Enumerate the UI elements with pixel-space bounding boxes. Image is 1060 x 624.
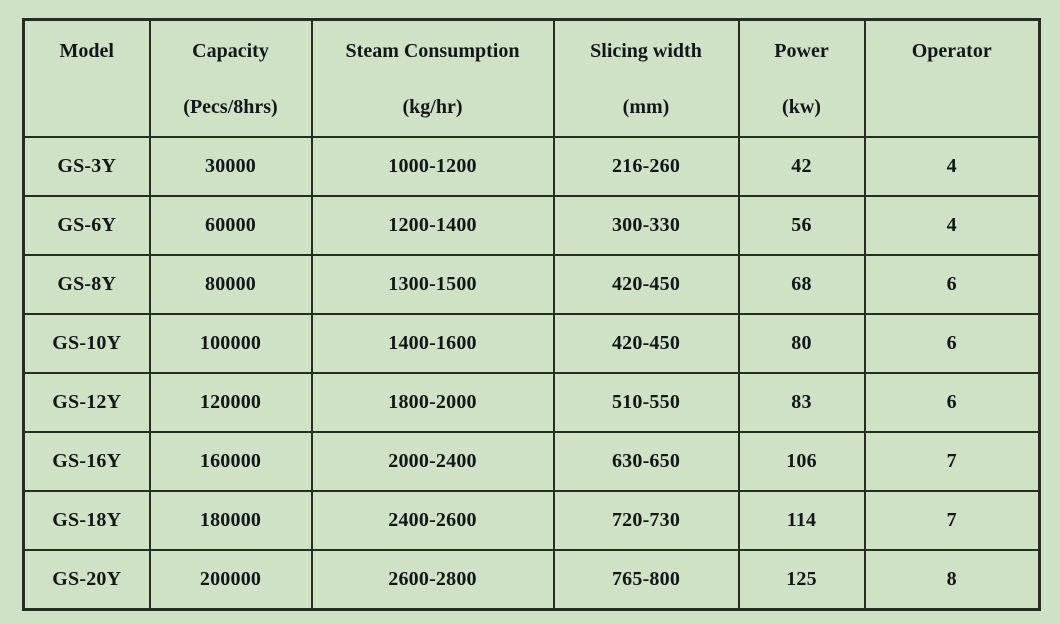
table-cell-steam: 2400-2600 <box>310 490 555 551</box>
header-label: Steam Consumption <box>345 39 520 62</box>
table-cell-power: 56 <box>737 195 866 256</box>
column-header-operator: Operator <box>863 18 1041 138</box>
table-cell-steam: 2600-2800 <box>310 549 555 611</box>
header-label: Slicing width <box>590 39 702 62</box>
header-row: Model Capacity (Pecs/8hrs) Steam Consump… <box>22 18 1041 138</box>
header-label: Model <box>59 39 114 62</box>
table-cell-power: 80 <box>737 313 866 374</box>
table-cell-operator: 4 <box>863 195 1041 256</box>
table-row: GS-16Y 160000 2000-2400 630-650 106 7 <box>22 431 1041 492</box>
table-cell-operator: 4 <box>863 136 1041 197</box>
table-row: GS-6Y 60000 1200-1400 300-330 56 4 <box>22 195 1041 256</box>
table-cell-model: GS-16Y <box>22 431 151 492</box>
table-cell-power: 114 <box>737 490 866 551</box>
table-cell-steam: 2000-2400 <box>310 431 555 492</box>
table-cell-capacity: 180000 <box>148 490 313 551</box>
table-cell-slicing: 765-800 <box>552 549 740 611</box>
table-row: GS-20Y 200000 2600-2800 765-800 125 8 <box>22 549 1041 611</box>
table-cell-steam: 1300-1500 <box>310 254 555 315</box>
table-cell-model: GS-3Y <box>22 136 151 197</box>
table-cell-operator: 6 <box>863 313 1041 374</box>
table-cell-steam: 1200-1400 <box>310 195 555 256</box>
table-cell-operator: 7 <box>863 490 1041 551</box>
table-cell-slicing: 510-550 <box>552 372 740 433</box>
header-label: Operator <box>911 39 992 62</box>
table-cell-slicing: 630-650 <box>552 431 740 492</box>
header-unit <box>866 80 1039 135</box>
table-row: GS-18Y 180000 2400-2600 720-730 114 7 <box>22 490 1041 551</box>
table-cell-operator: 6 <box>863 254 1041 315</box>
table-cell-steam: 1400-1600 <box>310 313 555 374</box>
table-cell-operator: 8 <box>863 549 1041 611</box>
table-cell-capacity: 30000 <box>148 136 313 197</box>
table-cell-model: GS-18Y <box>22 490 151 551</box>
table-cell-operator: 7 <box>863 431 1041 492</box>
table-cell-capacity: 120000 <box>148 372 313 433</box>
header-unit: (kg/hr) <box>402 96 463 118</box>
table-cell-operator: 6 <box>863 372 1041 433</box>
table-cell-power: 106 <box>737 431 866 492</box>
table-cell-model: GS-6Y <box>22 195 151 256</box>
table-cell-power: 42 <box>737 136 866 197</box>
table-cell-model: GS-8Y <box>22 254 151 315</box>
table-row: GS-10Y 100000 1400-1600 420-450 80 6 <box>22 313 1041 374</box>
header-unit: (Pecs/8hrs) <box>183 96 278 118</box>
table-cell-model: GS-10Y <box>22 313 151 374</box>
table-cell-capacity: 100000 <box>148 313 313 374</box>
header-label: Capacity <box>192 39 269 62</box>
header-unit <box>25 80 149 135</box>
table-cell-slicing: 216-260 <box>552 136 740 197</box>
table-cell-power: 83 <box>737 372 866 433</box>
column-header-capacity: Capacity (Pecs/8hrs) <box>148 18 313 138</box>
table-cell-slicing: 420-450 <box>552 254 740 315</box>
table-cell-slicing: 720-730 <box>552 490 740 551</box>
table-row: GS-3Y 30000 1000-1200 216-260 42 4 <box>22 136 1041 197</box>
table-cell-slicing: 420-450 <box>552 313 740 374</box>
table-cell-model: GS-20Y <box>22 549 151 611</box>
table-cell-capacity: 80000 <box>148 254 313 315</box>
table-cell-power: 125 <box>737 549 866 611</box>
header-unit: (mm) <box>622 96 670 118</box>
column-header-power: Power (kw) <box>737 18 866 138</box>
table-cell-steam: 1800-2000 <box>310 372 555 433</box>
machine-spec-table: Model Capacity (Pecs/8hrs) Steam Consump… <box>22 18 1041 611</box>
header-unit: (kw) <box>782 96 821 118</box>
table-cell-slicing: 300-330 <box>552 195 740 256</box>
table-row: GS-12Y 120000 1800-2000 510-550 83 6 <box>22 372 1041 433</box>
header-label: Power <box>774 39 829 62</box>
column-header-slicing-width: Slicing width (mm) <box>552 18 740 138</box>
table-cell-power: 68 <box>737 254 866 315</box>
table-cell-steam: 1000-1200 <box>310 136 555 197</box>
table-cell-model: GS-12Y <box>22 372 151 433</box>
table-cell-capacity: 60000 <box>148 195 313 256</box>
column-header-steam-consumption: Steam Consumption (kg/hr) <box>310 18 555 138</box>
table-cell-capacity: 200000 <box>148 549 313 611</box>
table-row: GS-8Y 80000 1300-1500 420-450 68 6 <box>22 254 1041 315</box>
table-cell-capacity: 160000 <box>148 431 313 492</box>
column-header-model: Model <box>22 18 151 138</box>
